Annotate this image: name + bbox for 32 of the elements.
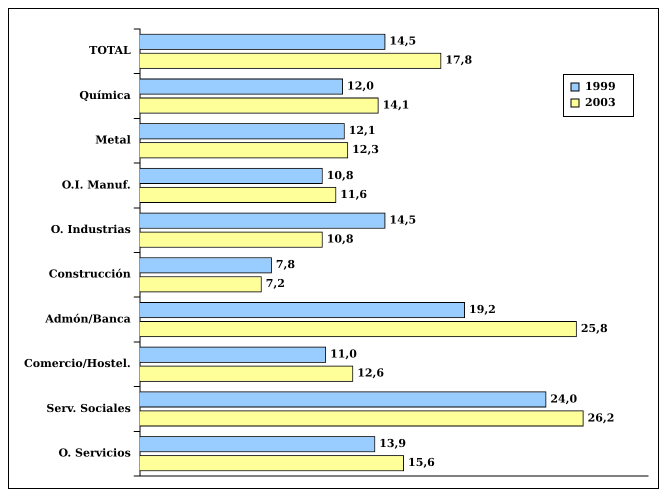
y-tick-label: O.I. Manuf.: [62, 178, 131, 192]
data-label: 12,1: [348, 124, 376, 138]
y-tick-label: Química: [79, 88, 131, 102]
data-label: 17,8: [445, 54, 472, 67]
y-tick-label: Admón/Banca: [44, 312, 131, 326]
data-label: 25,8: [580, 322, 608, 335]
data-label: 14,1: [382, 98, 410, 112]
y-tick-label: O. Industrias: [50, 223, 131, 236]
data-label: 7,8: [276, 258, 296, 272]
y-tick-label: Serv. Sociales: [46, 402, 131, 415]
data-label: 14,5: [389, 34, 416, 48]
legend-label: 1999: [585, 80, 616, 93]
data-label: 12,0: [347, 79, 374, 92]
data-label: 15,6: [408, 456, 436, 470]
data-label: 12,6: [357, 366, 384, 380]
data-label: 7,2: [266, 277, 285, 290]
data-label: 26,2: [588, 411, 614, 424]
y-tick-label: Comercio/Hostel.: [24, 357, 131, 370]
data-label: 19,2: [469, 302, 496, 316]
data-label: 13,9: [379, 437, 406, 450]
legend-label: 2003: [585, 96, 616, 109]
data-label: 12,3: [352, 143, 379, 156]
data-label: 11,0: [330, 348, 358, 361]
y-tick-label: Metal: [95, 134, 131, 147]
data-label: 10,8: [326, 168, 354, 182]
y-tick-label: TOTAL: [89, 44, 132, 58]
data-label: 10,8: [326, 232, 354, 246]
data-label: 24,0: [550, 392, 578, 406]
data-label: 11,6: [340, 188, 368, 201]
y-tick-label: Construcción: [48, 268, 131, 281]
y-tick-label: O. Servicios: [58, 446, 131, 460]
data-label: 14,5: [389, 214, 416, 227]
